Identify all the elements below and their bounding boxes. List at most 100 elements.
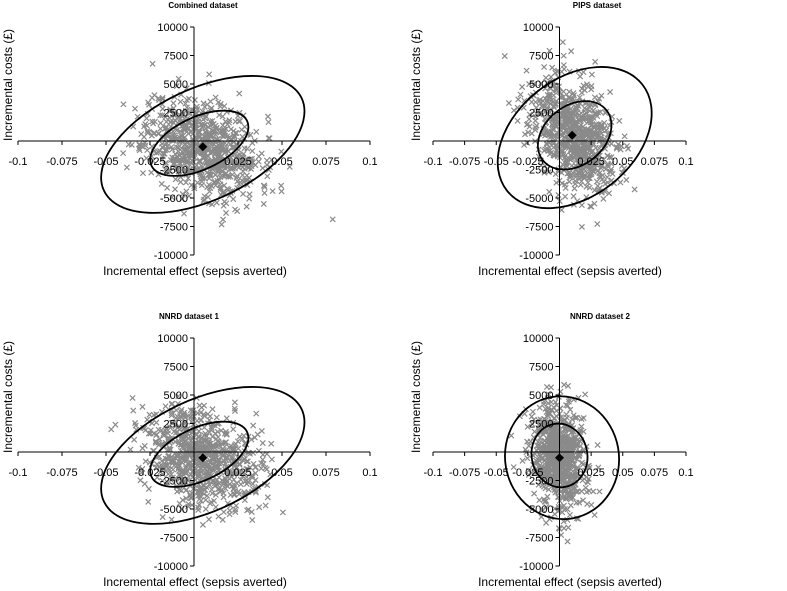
scatter-point <box>195 428 202 435</box>
y-tick-label: 5000 <box>529 79 553 91</box>
scatter-point <box>142 142 149 149</box>
scatter-point <box>167 106 174 113</box>
scatter-point <box>176 157 183 164</box>
scatter-point <box>594 128 601 135</box>
scatter-point <box>218 172 225 179</box>
x-tick-label: 0.075 <box>312 156 340 168</box>
scatter-point <box>153 461 160 468</box>
scatter-point <box>237 476 244 483</box>
scatter-point <box>604 152 611 159</box>
scatter-point <box>200 411 207 418</box>
scatter-point <box>234 173 241 180</box>
scatter-point <box>567 406 574 413</box>
scatter-point <box>176 112 183 119</box>
scatter-point <box>598 176 606 183</box>
scatter-point <box>584 179 592 186</box>
scatter-point <box>206 459 213 466</box>
scatter-point <box>166 167 173 175</box>
scatter-point <box>164 427 171 434</box>
scatter-point <box>222 170 230 177</box>
y-tick-label: -2500 <box>160 476 188 488</box>
scatter-point <box>586 464 593 471</box>
scatter-point <box>578 223 585 230</box>
scatter-point <box>528 99 535 106</box>
x-axis-label: Incremental effect (sepsis averted) <box>103 264 287 278</box>
y-tick-label: 5000 <box>164 390 188 402</box>
scatter-point <box>578 178 585 185</box>
x-tick-label: -0.05 <box>93 156 118 168</box>
scatter-point <box>208 499 215 506</box>
scatter-point <box>197 417 204 424</box>
scatter-point <box>598 163 605 170</box>
scatter-point <box>594 441 601 448</box>
scatter-point <box>616 117 623 124</box>
scatter-point <box>150 447 157 454</box>
scatter-point <box>564 402 571 409</box>
scatter-point <box>623 143 630 150</box>
scatter-point <box>524 438 531 445</box>
x-tick-label: 0.05 <box>271 467 292 479</box>
scatter-point <box>130 407 137 414</box>
y-axis-label: Incremental costs (£) <box>1 29 15 141</box>
scatter-point <box>173 407 180 414</box>
x-tick-label: 0.1 <box>362 156 377 168</box>
scatter-point <box>552 171 559 178</box>
scatter-point <box>550 404 557 411</box>
scatter-point <box>596 95 603 102</box>
scatter-point <box>555 525 562 532</box>
scatter-point <box>515 96 522 103</box>
scatter-point <box>169 154 176 161</box>
scatter-point <box>158 140 166 147</box>
scatter-point <box>218 221 225 228</box>
scatter-point <box>231 405 238 412</box>
scatter-point <box>183 188 190 195</box>
scatter-point <box>228 160 235 167</box>
scatter-point <box>582 391 589 398</box>
scatter-point <box>588 171 595 178</box>
scatter-point <box>588 71 595 78</box>
scatter-point <box>575 117 582 124</box>
scatter-point <box>562 470 569 477</box>
scatter-point <box>143 115 150 122</box>
scatter-point <box>176 413 184 420</box>
scatter-point <box>196 501 203 508</box>
scatter-point <box>534 442 541 449</box>
scatter-point <box>570 90 577 97</box>
scatter-point <box>206 417 213 424</box>
scatter-point <box>203 433 210 440</box>
scatter-point <box>239 153 246 160</box>
scatter-point <box>216 112 223 119</box>
scatter-point <box>177 98 184 105</box>
scatter-point <box>213 435 220 442</box>
scatter-point <box>261 189 268 197</box>
x-tick-label: -0.075 <box>46 467 77 479</box>
scatter-point <box>596 170 603 177</box>
scatter-point <box>567 174 574 181</box>
scatter-point <box>187 471 194 478</box>
scatter-point <box>562 152 569 159</box>
mean-point <box>567 130 577 140</box>
scatter-point <box>532 117 539 124</box>
scatter-point <box>112 421 119 428</box>
scatter-point <box>525 471 532 478</box>
scatter-point <box>170 466 177 473</box>
scatter-point <box>220 216 227 223</box>
scatter-point <box>226 117 233 124</box>
scatter-point <box>169 194 176 201</box>
scatter-point <box>174 461 181 469</box>
scatter-point <box>149 94 156 101</box>
scatter-point <box>127 446 134 453</box>
scatter-point <box>202 506 209 513</box>
scatter-point <box>542 74 549 81</box>
chart-title: Combined dataset <box>168 1 238 10</box>
scatter-point <box>190 152 197 159</box>
scatter-point <box>248 155 255 162</box>
scatter-point <box>571 125 578 132</box>
scatter-point <box>545 391 552 398</box>
scatter-point <box>223 480 230 487</box>
scatter-point <box>578 423 585 430</box>
scatter-point <box>526 111 533 118</box>
scatter-point <box>177 454 184 461</box>
mean-point <box>198 453 208 463</box>
scatter-point <box>588 137 595 144</box>
